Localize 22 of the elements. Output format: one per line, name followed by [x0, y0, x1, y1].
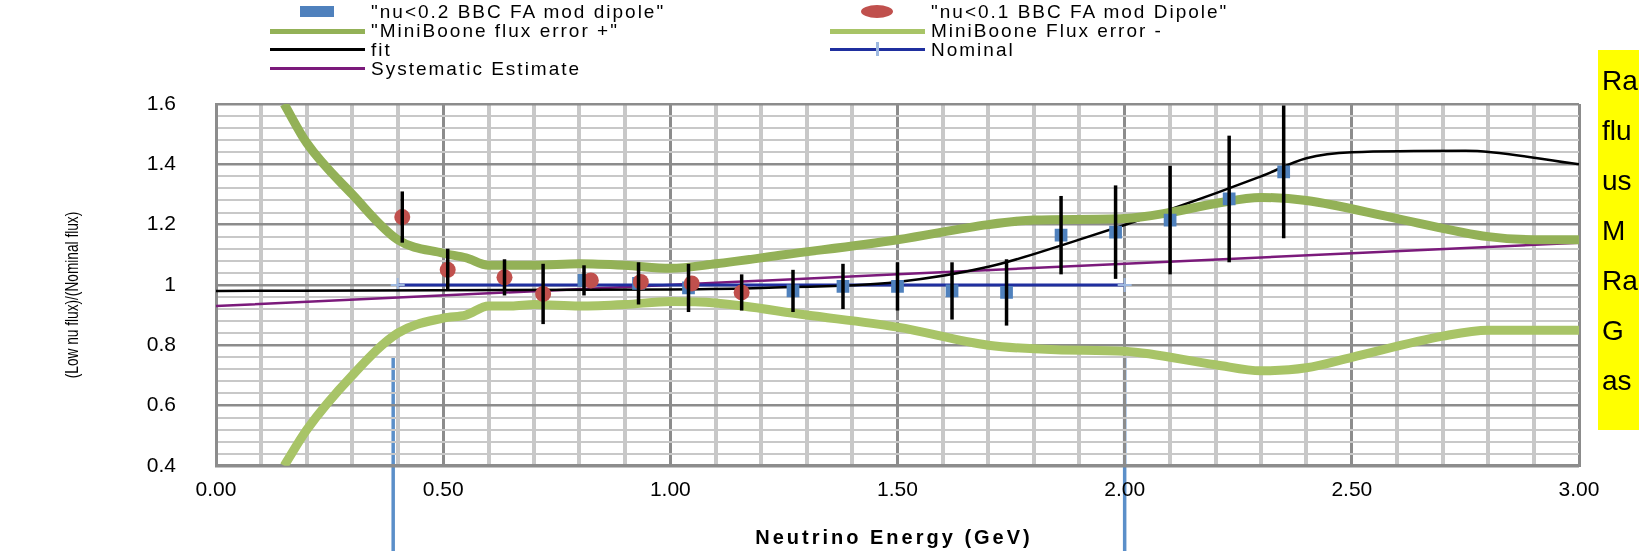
legend-label: fit [371, 39, 392, 60]
x-tick-label: 1.50 [877, 477, 918, 501]
legend-label: "nu<0.2 BBC FA mod dipole" [371, 1, 666, 22]
text: Ra flu us M Ra G as [1598, 50, 1639, 430]
x-tick-label: 2.50 [1331, 477, 1373, 501]
legend-label: Nominal [931, 39, 1015, 60]
legend-label: "nu<0.1 BBC FA mod Dipole" [931, 1, 1229, 22]
x-tick-label: 0.00 [195, 477, 237, 501]
x-axis-title: Neutrino Energy (GeV) [755, 526, 1033, 549]
y-tick-label: 1.6 [146, 90, 176, 114]
legend-label: Systematic Estimate [371, 58, 582, 79]
x-tick-label: 1.00 [649, 477, 691, 501]
x-tick-label: 3.00 [1558, 477, 1600, 501]
y-tick-label: 0.6 [146, 392, 176, 416]
y-tick-label: 0.4 [146, 452, 177, 476]
y-tick-label: 1.2 [146, 211, 176, 235]
y-tick-label: 1.4 [146, 151, 177, 175]
y-tick-label: 1 [164, 271, 176, 295]
y-axis-title: (Low nu flux)/(Nominal flux) [61, 211, 83, 379]
legend-label: MiniBoone Flux error - [931, 20, 1163, 41]
x-tick-label: 0.50 [422, 477, 464, 501]
y-tick-label: 0.8 [146, 332, 176, 355]
